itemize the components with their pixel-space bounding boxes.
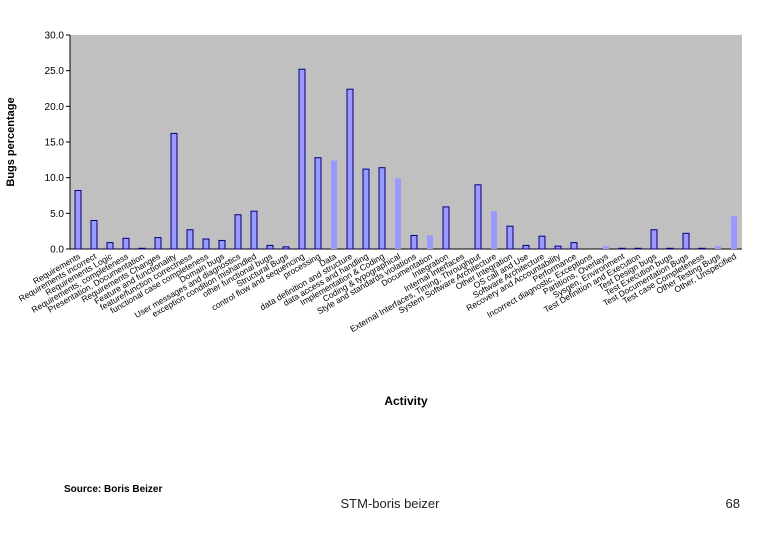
bar <box>666 247 674 250</box>
bar <box>538 235 546 250</box>
bar <box>314 157 322 250</box>
source-caption: Source: Boris Beizer <box>64 484 163 495</box>
bar <box>331 160 337 249</box>
bar <box>491 211 497 249</box>
bar <box>202 238 210 250</box>
bar <box>154 237 162 250</box>
bar <box>570 242 578 250</box>
bar <box>634 247 642 250</box>
y-axis-ticks: 0.0 5.0 10.0 15.0 20.0 25.0 30.0 <box>45 31 70 256</box>
y-tick-label: 15.0 <box>45 138 65 149</box>
bar <box>74 190 82 250</box>
bar <box>362 168 370 250</box>
bar <box>698 247 706 250</box>
x-axis-title: Activity <box>384 394 428 408</box>
bar <box>186 229 194 250</box>
bar <box>378 167 386 250</box>
bar <box>554 245 562 250</box>
y-tick-label: 30.0 <box>45 31 65 42</box>
slide-number: 68 <box>725 496 740 511</box>
y-tick-label: 25.0 <box>45 66 65 77</box>
bar <box>90 219 98 250</box>
bar <box>715 246 721 249</box>
y-tick-label: 5.0 <box>50 209 64 220</box>
bar <box>234 214 242 250</box>
bar <box>650 229 658 250</box>
bar <box>106 242 114 250</box>
bar <box>682 232 690 250</box>
plot-area <box>70 35 742 249</box>
y-axis-title: Bugs percentage <box>5 97 17 186</box>
bar <box>506 225 514 250</box>
bar <box>298 68 306 250</box>
bar <box>218 239 226 250</box>
bar <box>603 246 609 249</box>
bar <box>122 237 130 250</box>
bar <box>442 206 450 250</box>
bar <box>346 88 354 250</box>
y-tick-label: 10.0 <box>45 173 65 184</box>
bar <box>266 244 274 250</box>
bar <box>250 210 258 250</box>
bar <box>522 244 530 250</box>
bar <box>395 178 401 249</box>
bar <box>138 247 146 250</box>
bar-series <box>74 68 737 250</box>
slide-footer: STM-boris beizer <box>340 496 440 511</box>
y-tick-label: 20.0 <box>45 102 65 113</box>
y-tick-label: 0.0 <box>50 245 64 256</box>
bar <box>474 184 482 250</box>
bar <box>731 216 737 249</box>
bar <box>170 132 178 250</box>
bar <box>410 234 418 250</box>
bar <box>427 235 433 249</box>
bar <box>282 246 290 250</box>
bar <box>618 247 626 250</box>
